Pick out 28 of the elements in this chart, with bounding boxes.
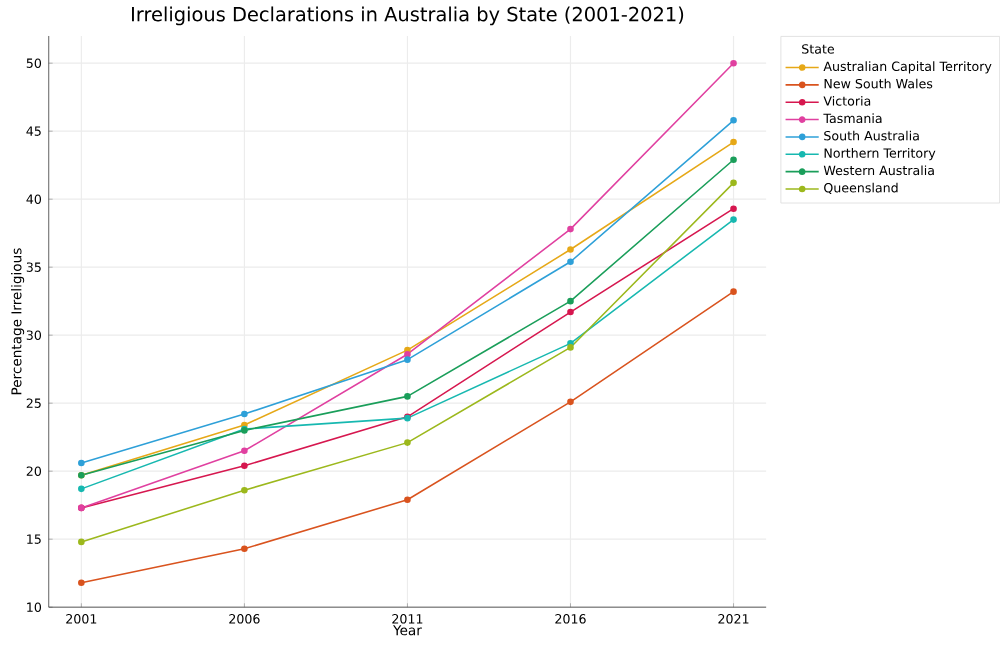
point (567, 258, 574, 266)
point (241, 545, 248, 553)
point (567, 398, 574, 406)
point (78, 459, 85, 467)
point (730, 59, 737, 67)
point (567, 308, 574, 316)
point (241, 486, 248, 494)
point (730, 179, 737, 187)
point (730, 116, 737, 124)
point (730, 216, 737, 223)
point (404, 439, 411, 446)
point (730, 138, 737, 146)
point (567, 246, 574, 253)
point (730, 288, 737, 295)
point (241, 410, 248, 418)
chart-title: Irreligious Declarations in Australia by State (2001-2021) (132, 6, 684, 26)
point (78, 485, 85, 493)
point (567, 225, 574, 233)
point (730, 156, 737, 164)
point (241, 447, 248, 455)
point (78, 579, 85, 587)
point (404, 496, 411, 504)
point (404, 393, 411, 400)
point (730, 205, 737, 213)
point (404, 356, 411, 363)
point (78, 538, 85, 546)
point (241, 462, 248, 470)
point (567, 297, 574, 305)
